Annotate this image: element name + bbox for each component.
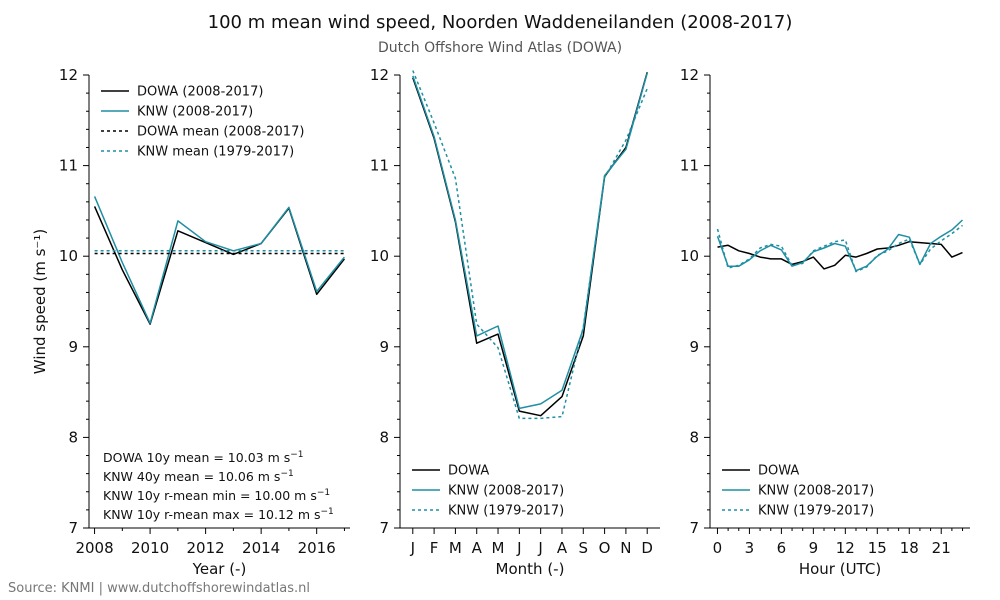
x-tick-label: 21 <box>932 539 951 557</box>
x-tick-label: J <box>410 539 415 557</box>
x-tick-label: O <box>599 539 611 557</box>
x-tick-label: 9 <box>809 539 819 557</box>
x-tick-label: 2012 <box>187 539 225 557</box>
series-line <box>93 206 345 325</box>
y-tick-label: 12 <box>680 66 699 84</box>
x-tick-label: A <box>557 539 568 557</box>
panel-3: 7 8 9 10 11 12 0 3 6 9 12 15 18 21 Hour (UTC) DOWA KNW (… <box>680 66 970 578</box>
y-tick-label: 8 <box>689 428 699 446</box>
annotation-text: KNW 10y r-mean min = 10.00 m s−1 <box>103 488 330 503</box>
x-tick-label: F <box>430 539 439 557</box>
y-tick-label: 12 <box>59 66 78 84</box>
series-line <box>93 196 345 324</box>
x-tick-label: 2008 <box>75 539 113 557</box>
x-tick-label: M <box>492 539 505 557</box>
x-axis-label: Year (-) <box>192 560 247 578</box>
series-line <box>412 70 648 420</box>
annotation-sup: −1 <box>280 469 293 479</box>
series-line <box>412 72 648 410</box>
x-tick-label: 6 <box>777 539 787 557</box>
x-tick-label: S <box>579 539 589 557</box>
annotation-sup: −1 <box>321 507 334 517</box>
y-tick-label: 11 <box>370 157 389 175</box>
legend-entry: KNW (1979-2017) <box>448 504 564 519</box>
legend-entry: DOWA <box>758 464 799 479</box>
annotation-text: DOWA 10y mean = 10.03 m s−1 <box>103 450 304 465</box>
legend-entry: KNW (2008-2017) <box>137 105 253 120</box>
legend-entry: KNW (1979-2017) <box>758 504 874 519</box>
x-axis-label: Hour (UTC) <box>799 560 881 578</box>
x-tick-label: A <box>472 539 483 557</box>
annotation-text: KNW 10y r-mean max = 10.12 m s−1 <box>103 507 334 522</box>
stats-annotation: DOWA 10y mean = 10.03 m s−1 KNW 40y mean … <box>103 450 334 522</box>
legend-entry: DOWA <box>448 464 489 479</box>
x-tick-label: J <box>537 539 542 557</box>
x-tick-label: 2014 <box>242 539 280 557</box>
panel-1: 7 8 9 10 11 12 2008 2010 2012 2014 2016 Year (-) Win… <box>31 66 350 578</box>
x-tick-label: 0 <box>713 539 723 557</box>
chart-title: 100 m mean wind speed, Noorden Waddeneil… <box>207 12 793 33</box>
y-tick-label: 10 <box>680 247 699 265</box>
x-tick-label: J <box>516 539 521 557</box>
x-tick-label: D <box>641 539 653 557</box>
series-line <box>716 219 964 272</box>
y-tick-label: 9 <box>689 338 699 356</box>
y-axis-label: Wind speed (m s⁻¹) <box>31 229 49 374</box>
x-tick-label: 2010 <box>131 539 169 557</box>
x-tick-label: 12 <box>836 539 855 557</box>
chart-subtitle: Dutch Offshore Wind Atlas (DOWA) <box>377 40 623 56</box>
y-tick-label: 10 <box>59 247 78 265</box>
y-tick-label: 9 <box>68 338 78 356</box>
series-line <box>716 224 963 273</box>
legend: DOWA KNW (2008-2017) KNW (1979-2017) <box>722 464 874 519</box>
y-tick-label: 11 <box>59 157 78 175</box>
y-tick-label: 11 <box>680 157 699 175</box>
legend-entry: DOWA (2008-2017) <box>137 85 263 100</box>
x-tick-label: N <box>620 539 631 557</box>
y-tick-label: 7 <box>379 519 389 537</box>
x-axis-label: Month (-) <box>496 560 565 578</box>
annotation-text: KNW 40y mean = 10.06 m s−1 <box>103 469 294 484</box>
legend-entry: KNW (2008-2017) <box>448 484 564 499</box>
annotation-sup: −1 <box>290 450 303 460</box>
legend-entry: DOWA mean (2008-2017) <box>137 125 304 140</box>
annotation-sup: −1 <box>317 488 330 498</box>
y-tick-label: 12 <box>370 66 389 84</box>
y-tick-label: 8 <box>379 428 389 446</box>
series-line <box>717 240 963 270</box>
y-tick-label: 9 <box>379 338 389 356</box>
y-tick-label: 7 <box>68 519 78 537</box>
legend-entry: KNW (2008-2017) <box>758 484 874 499</box>
legend-entry: KNW mean (1979-2017) <box>137 145 294 160</box>
source-note: Source: KNMI | www.dutchoffshorewindatla… <box>8 581 310 596</box>
x-tick-label: M <box>449 539 462 557</box>
series-line <box>412 72 648 417</box>
y-tick-label: 10 <box>370 247 389 265</box>
y-tick-label: 7 <box>689 519 699 537</box>
x-tick-label: 3 <box>745 539 755 557</box>
x-tick-label: 2016 <box>298 539 336 557</box>
x-tick-label: 15 <box>868 539 887 557</box>
y-tick-label: 8 <box>68 428 78 446</box>
legend: DOWA (2008-2017) KNW (2008-2017) DOWA mean… <box>101 85 304 160</box>
legend: DOWA KNW (2008-2017) KNW (1979-2017) <box>412 464 564 519</box>
x-tick-label: 18 <box>900 539 919 557</box>
